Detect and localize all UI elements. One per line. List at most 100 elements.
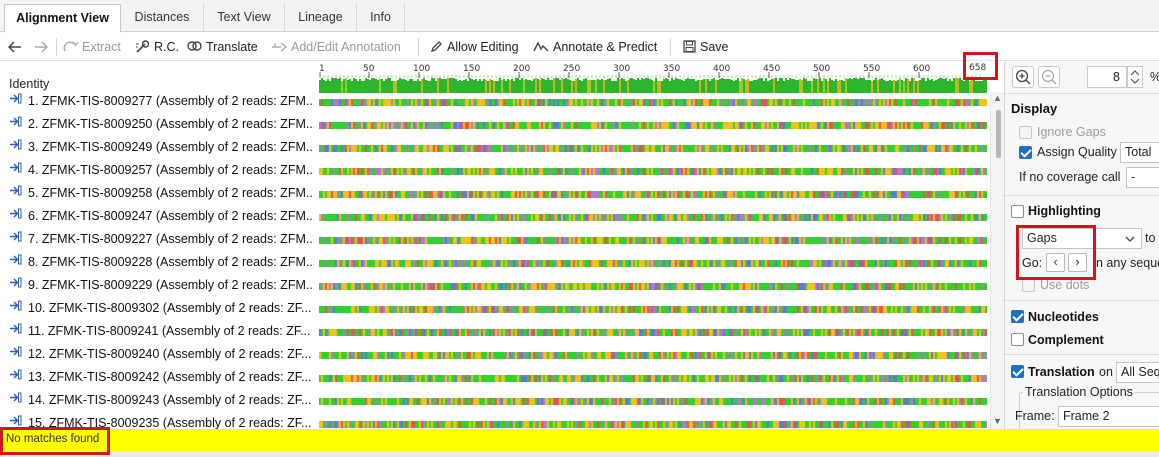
- identity-bar-segment: [377, 80, 379, 93]
- highlighting-checkbox[interactable]: [1011, 205, 1024, 218]
- back-button[interactable]: [7, 33, 26, 61]
- sequence-row[interactable]: 4. ZFMK-TIS-8009257 (Assembly of 2 reads…: [0, 159, 314, 182]
- forward-button[interactable]: [34, 33, 52, 61]
- previous-match-button[interactable]: ‹: [1046, 253, 1065, 272]
- next-match-button[interactable]: ›: [1068, 253, 1087, 272]
- extract-button[interactable]: Extract: [63, 33, 121, 61]
- sequence-row[interactable]: 8. ZFMK-TIS-8009228 (Assembly of 2 reads…: [0, 251, 314, 274]
- identity-bar-segment: [669, 81, 671, 93]
- sequence-row[interactable]: 2. ZFMK-TIS-8009250 (Assembly of 2 reads…: [0, 113, 314, 136]
- zoom-spinner[interactable]: [1127, 66, 1143, 88]
- sequence-row[interactable]: 5. ZFMK-TIS-8009258 (Assembly of 2 reads…: [0, 182, 314, 205]
- sequence-track[interactable]: [319, 283, 987, 290]
- vertical-scrollbar[interactable]: ▲ ▼: [990, 92, 1004, 429]
- sequence-row[interactable]: 13. ZFMK-TIS-8009242 (Assembly of 2 read…: [0, 366, 314, 389]
- identity-bar-segment: [977, 81, 979, 93]
- identity-bar-segment: [623, 79, 625, 93]
- identity-bar-segment: [733, 81, 735, 93]
- identity-bar-segment: [331, 78, 333, 93]
- identity-bar-segment: [777, 81, 779, 93]
- tab-lineage[interactable]: Lineage: [285, 4, 357, 32]
- sequence-track[interactable]: [319, 168, 987, 175]
- sequence-icon: [9, 343, 23, 365]
- tab-alignment-view[interactable]: Alignment View: [4, 4, 121, 33]
- save-button[interactable]: Save: [683, 33, 729, 61]
- identity-bar-segment: [705, 79, 707, 93]
- sequence-row[interactable]: 1. ZFMK-TIS-8009277 (Assembly of 2 reads…: [0, 90, 314, 113]
- sequence-track[interactable]: [319, 122, 987, 129]
- assign-quality-checkbox[interactable]: [1019, 146, 1032, 159]
- translation-checkbox[interactable]: [1011, 365, 1024, 378]
- tab-info[interactable]: Info: [357, 4, 405, 32]
- sequence-track[interactable]: [319, 329, 987, 336]
- sequence-icon: [9, 274, 23, 296]
- zoom-in-button[interactable]: [1012, 66, 1034, 88]
- ruler-tick-label: 350: [663, 64, 680, 74]
- identity-bar-segment: [931, 79, 933, 93]
- use-dots-checkbox[interactable]: [1022, 279, 1035, 292]
- rc-button[interactable]: R.C.: [135, 33, 179, 61]
- sequence-row[interactable]: 14. ZFMK-TIS-8009243 (Assembly of 2 read…: [0, 389, 314, 412]
- sequence-row[interactable]: 12. ZFMK-TIS-8009240 (Assembly of 2 read…: [0, 343, 314, 366]
- identity-bar-segment: [425, 80, 427, 93]
- pencil-icon: [430, 41, 442, 53]
- no-coverage-call-select[interactable]: -: [1126, 167, 1159, 188]
- sequence-track[interactable]: [319, 421, 987, 428]
- identity-bar-segment: [517, 78, 519, 93]
- sequence-row[interactable]: 7. ZFMK-TIS-8009227 (Assembly of 2 reads…: [0, 228, 314, 251]
- identity-bar-segment: [801, 80, 803, 93]
- sequence-track[interactable]: [319, 306, 987, 313]
- allow-editing-button[interactable]: Allow Editing: [430, 33, 519, 61]
- identity-bar-segment: [965, 78, 967, 93]
- scrollbar-thumb[interactable]: [996, 110, 1001, 158]
- sequence-track[interactable]: [319, 375, 987, 382]
- sequence-row[interactable]: 15. ZFMK-TIS-8009235 (Assembly of 2 read…: [0, 412, 314, 429]
- zoom-level-input[interactable]: 8: [1087, 66, 1127, 88]
- sequence-ruler: 1 50 100 150 200 250 300 350 400 450 500 550 600 658: [314, 62, 990, 78]
- sequence-track[interactable]: [319, 260, 987, 267]
- scroll-down-icon[interactable]: ▼: [993, 416, 1002, 426]
- sequence-row[interactable]: 3. ZFMK-TIS-8009249 (Assembly of 2 reads…: [0, 136, 314, 159]
- identity-bar-segment: [971, 80, 973, 93]
- annotate-predict-button[interactable]: Annotate & Predict: [533, 33, 657, 61]
- sequence-name: 10. ZFMK-TIS-8009302 (Assembly of 2 read…: [28, 301, 312, 315]
- frame-select[interactable]: Frame 2: [1058, 406, 1159, 427]
- sequence-row[interactable]: 11. ZFMK-TIS-8009241 (Assembly of 2 read…: [0, 320, 314, 343]
- identity-bar-segment: [757, 79, 759, 93]
- sequence-icon: [9, 205, 23, 227]
- sequence-row[interactable]: 6. ZFMK-TIS-8009247 (Assembly of 2 reads…: [0, 205, 314, 228]
- identity-bar-segment: [641, 78, 643, 93]
- identity-bar-segment: [789, 78, 791, 93]
- sequence-track[interactable]: [319, 237, 987, 244]
- sequence-row[interactable]: 9. ZFMK-TIS-8009229 (Assembly of 2 reads…: [0, 274, 314, 297]
- sequence-track[interactable]: [319, 214, 987, 221]
- identity-bar-segment: [409, 79, 411, 93]
- complement-checkbox[interactable]: [1011, 333, 1024, 346]
- identity-bar-segment: [831, 80, 833, 93]
- highlight-mode-select[interactable]: Gaps: [1022, 228, 1142, 249]
- sequence-name: 3. ZFMK-TIS-8009249 (Assembly of 2 reads…: [28, 140, 314, 154]
- nucleotides-checkbox[interactable]: [1011, 310, 1024, 323]
- identity-bar-segment: [341, 81, 343, 93]
- tab-distances[interactable]: Distances: [121, 4, 204, 32]
- sequence-track[interactable]: [319, 145, 987, 152]
- sequence-row[interactable]: 10. ZFMK-TIS-8009302 (Assembly of 2 read…: [0, 297, 314, 320]
- add-edit-annotation-button[interactable]: Add/Edit Annotation: [271, 33, 401, 61]
- sequence-track[interactable]: [319, 191, 987, 198]
- chevron-down-icon: [1125, 236, 1135, 242]
- tab-text-view[interactable]: Text View: [204, 4, 285, 32]
- assign-quality-select[interactable]: Total: [1120, 142, 1159, 163]
- identity-bar-segment: [389, 78, 391, 93]
- translation-target-select[interactable]: All Seque: [1116, 362, 1159, 383]
- identity-bar-segment: [395, 81, 397, 93]
- identity-bar-segment: [673, 80, 675, 93]
- ignore-gaps-checkbox[interactable]: [1019, 126, 1032, 139]
- sequence-track[interactable]: [319, 352, 987, 359]
- scroll-up-icon[interactable]: ▲: [993, 93, 1002, 103]
- translate-button[interactable]: Translate: [187, 33, 258, 61]
- identity-bar-segment: [901, 80, 903, 93]
- sequence-track[interactable]: [319, 398, 987, 405]
- identity-bar-segment: [545, 80, 547, 93]
- sequence-track[interactable]: [319, 99, 987, 106]
- zoom-out-button[interactable]: [1038, 66, 1060, 88]
